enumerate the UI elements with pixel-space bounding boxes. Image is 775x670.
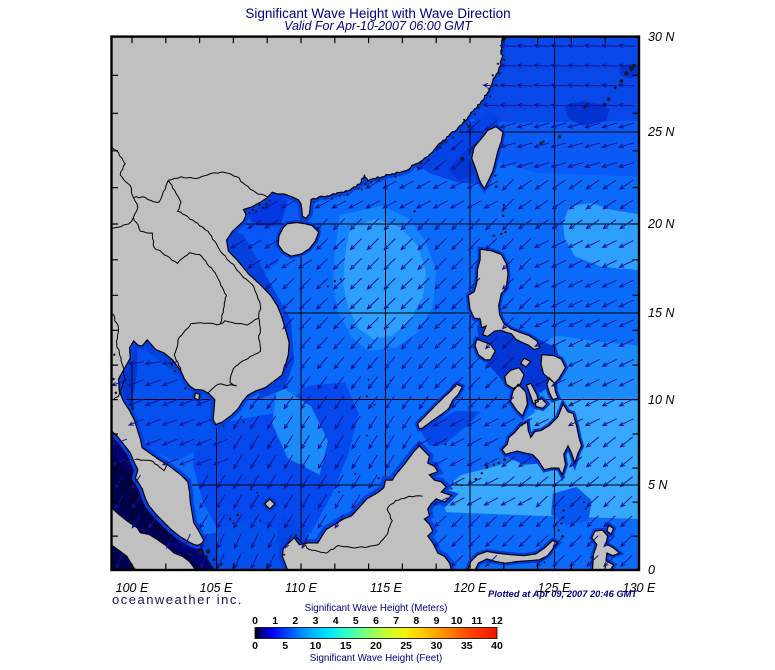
svg-text:0: 0 <box>648 563 655 577</box>
svg-text:Significant Wave Height with W: Significant Wave Height with Wave Direct… <box>245 6 510 21</box>
svg-text:125 E: 125 E <box>538 581 571 595</box>
svg-text:4: 4 <box>333 615 339 627</box>
svg-text:35: 35 <box>461 640 473 652</box>
svg-text:12: 12 <box>491 615 503 627</box>
svg-text:15 N: 15 N <box>648 306 675 320</box>
svg-text:30 N: 30 N <box>648 30 675 44</box>
svg-text:Significant Wave Height (Feet): Significant Wave Height (Feet) <box>310 653 443 664</box>
svg-text:30: 30 <box>431 640 443 652</box>
svg-text:10: 10 <box>451 615 463 627</box>
svg-text:20 N: 20 N <box>647 217 675 231</box>
svg-text:10 N: 10 N <box>648 393 675 407</box>
svg-text:25: 25 <box>400 640 412 652</box>
svg-text:40: 40 <box>491 640 503 652</box>
svg-text:15: 15 <box>340 640 352 652</box>
svg-text:7: 7 <box>393 615 399 627</box>
svg-text:3: 3 <box>313 615 319 627</box>
svg-text:110 E: 110 E <box>285 581 317 595</box>
svg-text:0: 0 <box>252 615 258 627</box>
svg-text:Plotted at Apr 09, 2007 20:46: Plotted at Apr 09, 2007 20:46 GMT <box>488 589 638 599</box>
svg-text:130 E: 130 E <box>623 581 656 595</box>
svg-text:100 E: 100 E <box>116 581 149 595</box>
svg-text:1: 1 <box>272 615 278 627</box>
svg-text:5: 5 <box>353 615 359 627</box>
svg-text:5: 5 <box>282 640 288 652</box>
svg-text:105 E: 105 E <box>200 581 233 595</box>
svg-text:0: 0 <box>252 640 258 652</box>
svg-text:11: 11 <box>471 615 482 627</box>
svg-text:oceanweather inc.: oceanweather inc. <box>112 592 243 607</box>
svg-text:5 N: 5 N <box>648 478 668 492</box>
svg-text:8: 8 <box>413 615 419 627</box>
svg-text:Significant Wave Height (Meter: Significant Wave Height (Meters) <box>305 603 448 614</box>
svg-text:2: 2 <box>292 615 298 627</box>
svg-text:120 E: 120 E <box>454 581 487 595</box>
svg-text:25 N: 25 N <box>647 125 675 139</box>
svg-text:10: 10 <box>310 640 322 652</box>
svg-text:Valid For Apr-10-2007 06:00 GM: Valid For Apr-10-2007 06:00 GMT <box>284 19 473 33</box>
svg-text:6: 6 <box>373 615 379 627</box>
svg-text:9: 9 <box>434 615 440 627</box>
svg-text:115 E: 115 E <box>370 581 402 595</box>
svg-text:20: 20 <box>370 640 382 652</box>
